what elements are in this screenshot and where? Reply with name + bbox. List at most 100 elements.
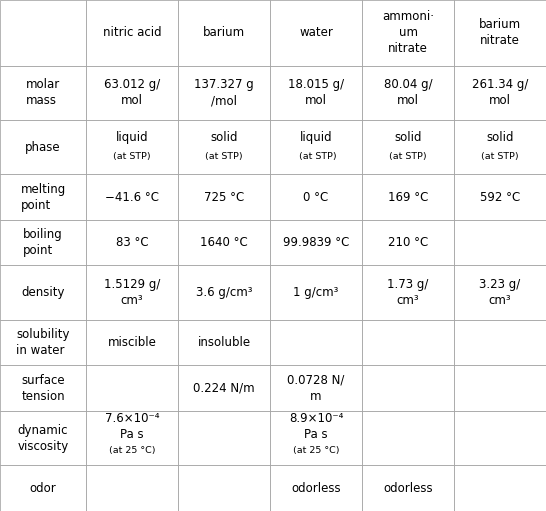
Text: phase: phase	[25, 141, 61, 154]
Bar	[454, 266, 546, 320]
Bar	[454, 320, 546, 365]
Text: 63.012 g/
mol: 63.012 g/ mol	[104, 78, 161, 107]
Bar	[0, 466, 86, 511]
Bar	[454, 0, 546, 65]
Text: insoluble: insoluble	[198, 336, 251, 349]
Bar	[362, 320, 454, 365]
Bar	[0, 266, 86, 320]
Text: barium: barium	[203, 26, 245, 39]
Bar	[270, 466, 362, 511]
Text: (at STP): (at STP)	[114, 152, 151, 161]
Text: melting
point: melting point	[20, 182, 66, 212]
Text: 261.34 g/
mol: 261.34 g/ mol	[472, 78, 528, 107]
Bar	[270, 174, 362, 220]
Text: liquid: liquid	[300, 131, 333, 144]
Bar	[270, 0, 362, 65]
Bar	[0, 220, 86, 266]
Bar	[270, 220, 362, 266]
Text: 3.6 g/cm³: 3.6 g/cm³	[196, 286, 252, 299]
Text: 83 °C: 83 °C	[116, 236, 149, 249]
Bar	[270, 120, 362, 174]
Text: 592 °C: 592 °C	[480, 191, 520, 204]
Text: (at STP): (at STP)	[389, 152, 427, 161]
Text: 8.9×10⁻⁴
Pa s: 8.9×10⁻⁴ Pa s	[289, 412, 343, 441]
Text: 80.04 g/
mol: 80.04 g/ mol	[384, 78, 432, 107]
Bar	[270, 320, 362, 365]
Text: density: density	[21, 286, 65, 299]
Text: (at STP): (at STP)	[296, 152, 336, 161]
Text: barium
nitrate: barium nitrate	[479, 18, 521, 48]
Bar	[454, 466, 546, 511]
Text: solubility
in water: solubility in water	[16, 328, 70, 357]
Bar	[362, 120, 454, 174]
Bar	[86, 0, 178, 65]
Text: solid: solid	[486, 131, 514, 144]
Text: surface
tension: surface tension	[21, 374, 65, 403]
Text: odorless: odorless	[291, 482, 341, 495]
Text: 0.0728 N/
m: 0.0728 N/ m	[287, 374, 345, 403]
Bar	[270, 266, 362, 320]
Bar	[362, 466, 454, 511]
Text: 210 °C: 210 °C	[388, 236, 428, 249]
Bar	[86, 220, 178, 266]
Bar	[178, 65, 270, 120]
Text: miscible: miscible	[108, 336, 157, 349]
Text: 7.6×10⁻⁴
Pa s: 7.6×10⁻⁴ Pa s	[105, 412, 159, 441]
Bar	[0, 365, 86, 411]
Bar	[270, 365, 362, 411]
Text: solid: solid	[394, 131, 422, 144]
Bar	[178, 0, 270, 65]
Bar	[270, 411, 362, 466]
Bar	[454, 220, 546, 266]
Bar	[0, 411, 86, 466]
Bar	[454, 411, 546, 466]
Bar	[270, 65, 362, 120]
Bar	[362, 0, 454, 65]
Text: 137.327 g
/mol: 137.327 g /mol	[194, 78, 254, 107]
Bar	[178, 120, 270, 174]
Bar	[0, 120, 86, 174]
Bar	[178, 466, 270, 511]
Text: odorless: odorless	[383, 482, 433, 495]
Bar	[86, 65, 178, 120]
Text: solid: solid	[210, 131, 238, 144]
Text: 725 °C: 725 °C	[204, 191, 244, 204]
Bar	[178, 320, 270, 365]
Bar	[178, 174, 270, 220]
Text: (at 25 °C): (at 25 °C)	[293, 446, 339, 455]
Bar	[86, 365, 178, 411]
Bar	[0, 65, 86, 120]
Text: 0 °C: 0 °C	[304, 191, 329, 204]
Text: (at STP): (at STP)	[481, 152, 519, 161]
Bar	[454, 365, 546, 411]
Text: ammoni·
um
nitrate: ammoni· um nitrate	[382, 10, 434, 55]
Text: (at STP): (at STP)	[205, 152, 243, 161]
Text: molar
mass: molar mass	[26, 78, 60, 107]
Bar	[362, 411, 454, 466]
Bar	[178, 411, 270, 466]
Text: 1640 °C: 1640 °C	[200, 236, 248, 249]
Bar	[86, 174, 178, 220]
Text: (at 25 °C): (at 25 °C)	[109, 446, 156, 455]
Bar	[86, 466, 178, 511]
Text: odor: odor	[29, 482, 56, 495]
Bar	[0, 174, 86, 220]
Bar	[0, 0, 86, 65]
Text: 18.015 g/
mol: 18.015 g/ mol	[288, 78, 344, 107]
Bar	[178, 365, 270, 411]
Text: 99.9839 °C: 99.9839 °C	[283, 236, 349, 249]
Bar	[454, 65, 546, 120]
Text: nitric acid: nitric acid	[103, 26, 162, 39]
Text: 0.224 N/m: 0.224 N/m	[193, 382, 255, 395]
Bar	[362, 65, 454, 120]
Bar	[86, 411, 178, 466]
Bar	[178, 220, 270, 266]
Bar	[362, 266, 454, 320]
Text: 169 °C: 169 °C	[388, 191, 428, 204]
Bar	[362, 220, 454, 266]
Text: water: water	[299, 26, 333, 39]
Text: 1.73 g/
cm³: 1.73 g/ cm³	[387, 278, 429, 307]
Bar	[178, 266, 270, 320]
Text: boiling
point: boiling point	[23, 228, 63, 257]
Text: −41.6 °C: −41.6 °C	[105, 191, 159, 204]
